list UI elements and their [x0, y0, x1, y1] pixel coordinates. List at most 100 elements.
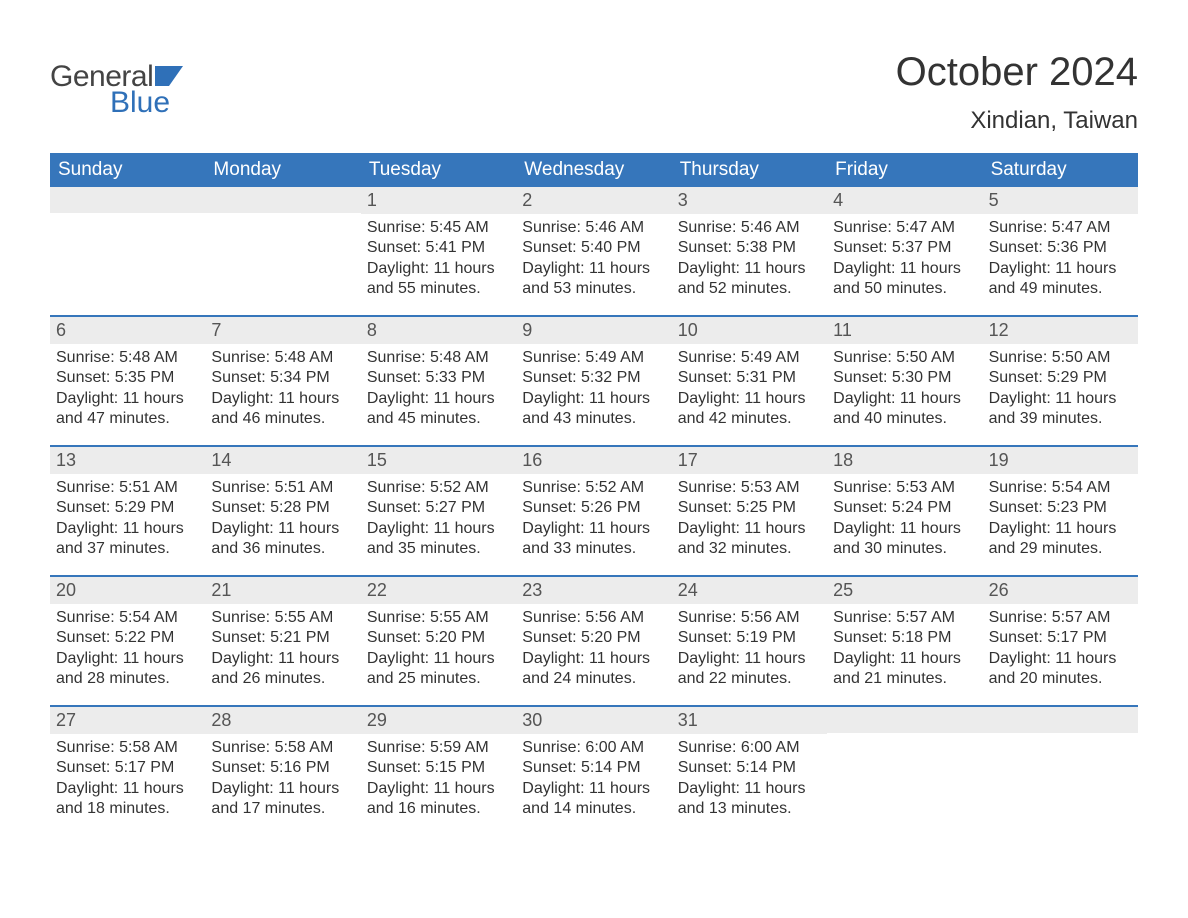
sunset-line: Sunset: 5:32 PM	[522, 368, 665, 388]
day-number: 2	[516, 187, 671, 214]
day-number: 23	[516, 577, 671, 604]
logo-text-blue: Blue	[110, 86, 170, 120]
day-cell	[50, 187, 205, 315]
day-number: 13	[50, 447, 205, 474]
day-body: Sunrise: 5:46 AMSunset: 5:40 PMDaylight:…	[516, 214, 671, 304]
daylight-line: Daylight: 11 hours and 17 minutes.	[211, 779, 354, 820]
daylight-line: Daylight: 11 hours and 42 minutes.	[678, 389, 821, 430]
daylight-line: Daylight: 11 hours and 36 minutes.	[211, 519, 354, 560]
sunrise-line: Sunrise: 5:58 AM	[211, 738, 354, 758]
dow-cell: Wednesday	[516, 153, 671, 187]
sunset-line: Sunset: 5:28 PM	[211, 498, 354, 518]
day-number: 7	[205, 317, 360, 344]
sunset-line: Sunset: 5:24 PM	[833, 498, 976, 518]
day-body: Sunrise: 5:51 AMSunset: 5:28 PMDaylight:…	[205, 474, 360, 564]
day-body: Sunrise: 5:54 AMSunset: 5:22 PMDaylight:…	[50, 604, 205, 694]
day-cell: 18Sunrise: 5:53 AMSunset: 5:24 PMDayligh…	[827, 447, 982, 575]
dow-cell: Sunday	[50, 153, 205, 187]
day-cell: 23Sunrise: 5:56 AMSunset: 5:20 PMDayligh…	[516, 577, 671, 705]
day-body: Sunrise: 5:48 AMSunset: 5:35 PMDaylight:…	[50, 344, 205, 434]
day-cell: 6Sunrise: 5:48 AMSunset: 5:35 PMDaylight…	[50, 317, 205, 445]
day-number: 31	[672, 707, 827, 734]
day-body: Sunrise: 5:57 AMSunset: 5:18 PMDaylight:…	[827, 604, 982, 694]
daylight-line: Daylight: 11 hours and 46 minutes.	[211, 389, 354, 430]
day-cell: 3Sunrise: 5:46 AMSunset: 5:38 PMDaylight…	[672, 187, 827, 315]
header: General Blue October 2024 Xindian, Taiwa…	[50, 50, 1138, 135]
day-number: 16	[516, 447, 671, 474]
day-number: 10	[672, 317, 827, 344]
sunrise-line: Sunrise: 5:45 AM	[367, 218, 510, 238]
daylight-line: Daylight: 11 hours and 22 minutes.	[678, 649, 821, 690]
sunrise-line: Sunrise: 5:52 AM	[367, 478, 510, 498]
day-number	[827, 707, 982, 733]
sunset-line: Sunset: 5:33 PM	[367, 368, 510, 388]
daylight-line: Daylight: 11 hours and 21 minutes.	[833, 649, 976, 690]
day-cell: 2Sunrise: 5:46 AMSunset: 5:40 PMDaylight…	[516, 187, 671, 315]
day-cell: 16Sunrise: 5:52 AMSunset: 5:26 PMDayligh…	[516, 447, 671, 575]
sunset-line: Sunset: 5:29 PM	[989, 368, 1132, 388]
sunrise-line: Sunrise: 5:52 AM	[522, 478, 665, 498]
sunset-line: Sunset: 5:14 PM	[678, 758, 821, 778]
title-block: October 2024 Xindian, Taiwan	[896, 50, 1138, 135]
day-cell: 29Sunrise: 5:59 AMSunset: 5:15 PMDayligh…	[361, 707, 516, 835]
daylight-line: Daylight: 11 hours and 49 minutes.	[989, 259, 1132, 300]
day-number: 14	[205, 447, 360, 474]
sunset-line: Sunset: 5:16 PM	[211, 758, 354, 778]
day-body: Sunrise: 6:00 AMSunset: 5:14 PMDaylight:…	[672, 734, 827, 824]
sunrise-line: Sunrise: 5:49 AM	[678, 348, 821, 368]
day-number: 4	[827, 187, 982, 214]
day-cell: 31Sunrise: 6:00 AMSunset: 5:14 PMDayligh…	[672, 707, 827, 835]
daylight-line: Daylight: 11 hours and 29 minutes.	[989, 519, 1132, 560]
day-cell: 25Sunrise: 5:57 AMSunset: 5:18 PMDayligh…	[827, 577, 982, 705]
sunset-line: Sunset: 5:17 PM	[56, 758, 199, 778]
daylight-line: Daylight: 11 hours and 37 minutes.	[56, 519, 199, 560]
day-body: Sunrise: 5:49 AMSunset: 5:32 PMDaylight:…	[516, 344, 671, 434]
day-cell: 7Sunrise: 5:48 AMSunset: 5:34 PMDaylight…	[205, 317, 360, 445]
day-body: Sunrise: 5:48 AMSunset: 5:33 PMDaylight:…	[361, 344, 516, 434]
sunrise-line: Sunrise: 5:54 AM	[56, 608, 199, 628]
day-cell: 17Sunrise: 5:53 AMSunset: 5:25 PMDayligh…	[672, 447, 827, 575]
location: Xindian, Taiwan	[896, 107, 1138, 135]
day-body: Sunrise: 5:55 AMSunset: 5:21 PMDaylight:…	[205, 604, 360, 694]
week-row: 27Sunrise: 5:58 AMSunset: 5:17 PMDayligh…	[50, 705, 1138, 835]
sunrise-line: Sunrise: 5:57 AM	[989, 608, 1132, 628]
days-of-week-row: SundayMondayTuesdayWednesdayThursdayFrid…	[50, 153, 1138, 187]
sunrise-line: Sunrise: 5:46 AM	[522, 218, 665, 238]
daylight-line: Daylight: 11 hours and 45 minutes.	[367, 389, 510, 430]
day-number: 12	[983, 317, 1138, 344]
sunrise-line: Sunrise: 6:00 AM	[678, 738, 821, 758]
daylight-line: Daylight: 11 hours and 16 minutes.	[367, 779, 510, 820]
day-number: 22	[361, 577, 516, 604]
daylight-line: Daylight: 11 hours and 18 minutes.	[56, 779, 199, 820]
day-cell: 4Sunrise: 5:47 AMSunset: 5:37 PMDaylight…	[827, 187, 982, 315]
day-number: 25	[827, 577, 982, 604]
sunset-line: Sunset: 5:17 PM	[989, 628, 1132, 648]
day-cell: 8Sunrise: 5:48 AMSunset: 5:33 PMDaylight…	[361, 317, 516, 445]
day-body: Sunrise: 5:47 AMSunset: 5:37 PMDaylight:…	[827, 214, 982, 304]
sunset-line: Sunset: 5:30 PM	[833, 368, 976, 388]
sunrise-line: Sunrise: 5:48 AM	[56, 348, 199, 368]
sunset-line: Sunset: 5:21 PM	[211, 628, 354, 648]
day-body: Sunrise: 5:56 AMSunset: 5:19 PMDaylight:…	[672, 604, 827, 694]
sunrise-line: Sunrise: 5:58 AM	[56, 738, 199, 758]
day-number: 30	[516, 707, 671, 734]
sunrise-line: Sunrise: 5:51 AM	[211, 478, 354, 498]
day-cell: 11Sunrise: 5:50 AMSunset: 5:30 PMDayligh…	[827, 317, 982, 445]
daylight-line: Daylight: 11 hours and 13 minutes.	[678, 779, 821, 820]
day-cell: 13Sunrise: 5:51 AMSunset: 5:29 PMDayligh…	[50, 447, 205, 575]
sunset-line: Sunset: 5:34 PM	[211, 368, 354, 388]
day-body: Sunrise: 5:55 AMSunset: 5:20 PMDaylight:…	[361, 604, 516, 694]
sunrise-line: Sunrise: 6:00 AM	[522, 738, 665, 758]
logo: General Blue	[50, 50, 185, 120]
day-cell	[983, 707, 1138, 835]
day-cell: 1Sunrise: 5:45 AMSunset: 5:41 PMDaylight…	[361, 187, 516, 315]
day-cell	[205, 187, 360, 315]
sunrise-line: Sunrise: 5:46 AM	[678, 218, 821, 238]
sunset-line: Sunset: 5:23 PM	[989, 498, 1132, 518]
sunrise-line: Sunrise: 5:54 AM	[989, 478, 1132, 498]
sunrise-line: Sunrise: 5:56 AM	[522, 608, 665, 628]
day-number: 3	[672, 187, 827, 214]
daylight-line: Daylight: 11 hours and 39 minutes.	[989, 389, 1132, 430]
sunset-line: Sunset: 5:20 PM	[367, 628, 510, 648]
day-body: Sunrise: 5:50 AMSunset: 5:30 PMDaylight:…	[827, 344, 982, 434]
